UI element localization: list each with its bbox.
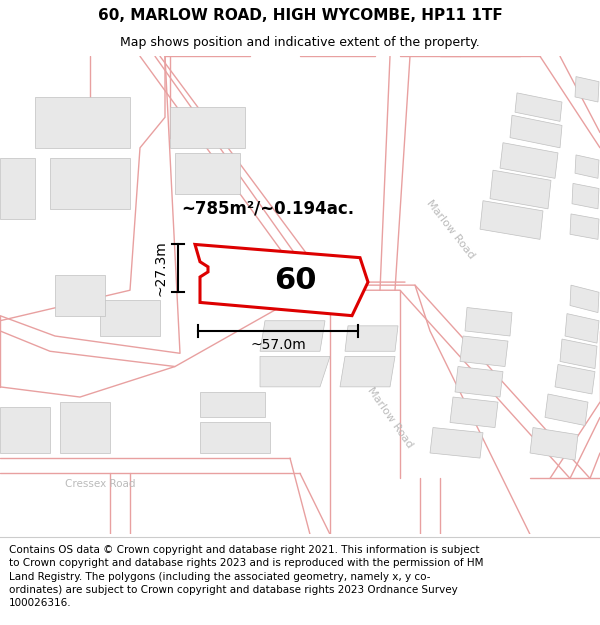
- Polygon shape: [570, 214, 599, 239]
- Polygon shape: [35, 97, 130, 148]
- Polygon shape: [50, 158, 130, 209]
- Polygon shape: [545, 394, 588, 426]
- Polygon shape: [175, 153, 240, 194]
- Polygon shape: [560, 339, 597, 369]
- Polygon shape: [0, 158, 35, 219]
- Text: 60: 60: [274, 266, 316, 294]
- Polygon shape: [100, 301, 160, 336]
- Polygon shape: [170, 107, 245, 148]
- Polygon shape: [575, 155, 599, 178]
- Polygon shape: [575, 77, 599, 102]
- Polygon shape: [260, 321, 325, 351]
- Polygon shape: [455, 366, 503, 397]
- Polygon shape: [430, 428, 483, 458]
- Polygon shape: [570, 285, 599, 312]
- Polygon shape: [55, 275, 105, 316]
- Polygon shape: [480, 201, 543, 239]
- Polygon shape: [490, 170, 551, 209]
- Polygon shape: [565, 314, 599, 343]
- Polygon shape: [200, 392, 265, 418]
- Polygon shape: [530, 428, 578, 460]
- Polygon shape: [450, 397, 498, 428]
- Polygon shape: [260, 356, 330, 387]
- Polygon shape: [60, 402, 110, 453]
- Polygon shape: [465, 308, 512, 336]
- Text: Cressex Road: Cressex Road: [65, 479, 136, 489]
- Polygon shape: [510, 115, 562, 148]
- Polygon shape: [340, 356, 395, 387]
- Text: Map shows position and indicative extent of the property.: Map shows position and indicative extent…: [120, 36, 480, 49]
- Polygon shape: [345, 326, 398, 351]
- Text: ~785m²/~0.194ac.: ~785m²/~0.194ac.: [181, 200, 355, 218]
- Polygon shape: [0, 408, 50, 453]
- Text: ~57.0m: ~57.0m: [250, 338, 306, 352]
- Text: 60, MARLOW ROAD, HIGH WYCOMBE, HP11 1TF: 60, MARLOW ROAD, HIGH WYCOMBE, HP11 1TF: [98, 8, 502, 23]
- Text: ~27.3m: ~27.3m: [153, 241, 167, 296]
- Polygon shape: [515, 93, 562, 121]
- Text: Marlow Road: Marlow Road: [365, 385, 415, 449]
- Polygon shape: [200, 422, 270, 453]
- Polygon shape: [500, 142, 558, 178]
- Text: Marlow Road: Marlow Road: [424, 198, 476, 261]
- Polygon shape: [572, 183, 599, 209]
- Polygon shape: [195, 244, 368, 316]
- Polygon shape: [555, 364, 595, 394]
- Text: Contains OS data © Crown copyright and database right 2021. This information is : Contains OS data © Crown copyright and d…: [9, 545, 484, 608]
- Polygon shape: [460, 336, 508, 366]
